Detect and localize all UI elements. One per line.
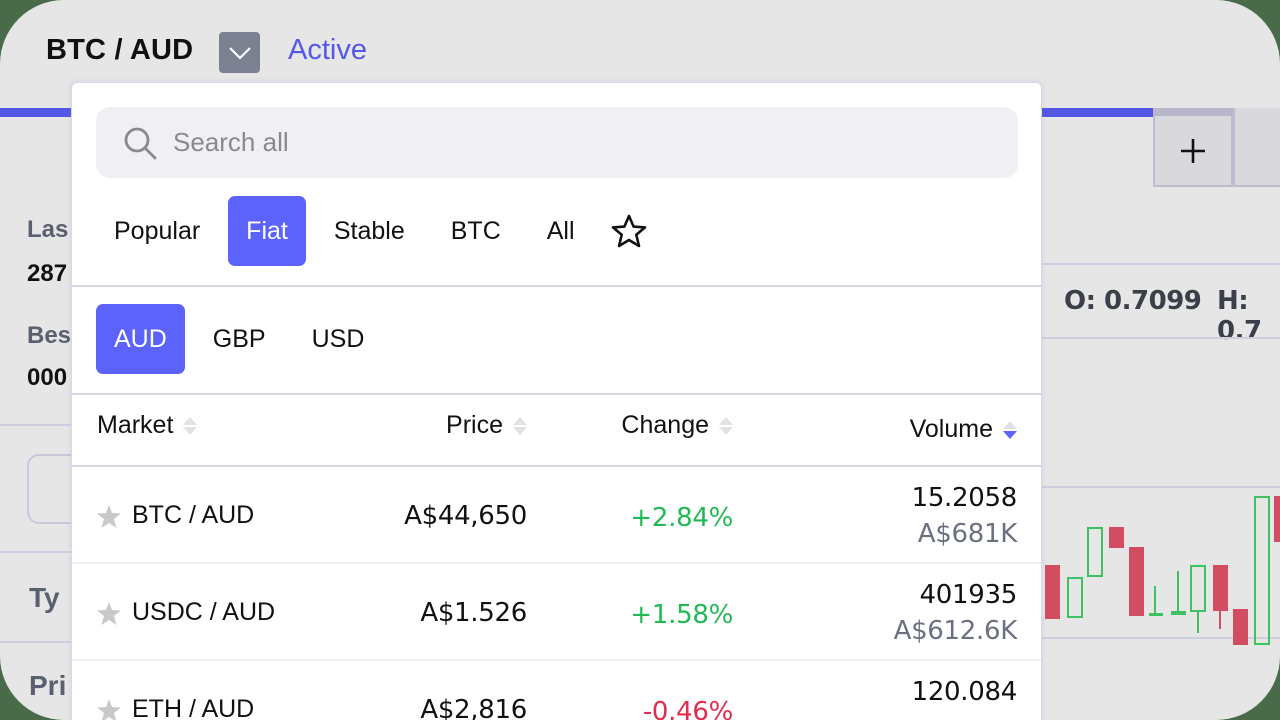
- sort-icon: [183, 416, 198, 435]
- category-tabs: Popular Fiat Stable BTC All: [96, 196, 647, 266]
- table-row[interactable]: BTC / AUD A$44,650 +2.84% 15.2058 A$681K: [72, 467, 1041, 564]
- chart-gridline: [1042, 637, 1280, 639]
- tab-stable[interactable]: Stable: [333, 216, 405, 245]
- fiat-currency-tabs: AUD GBP USD: [96, 304, 392, 374]
- add-tab-button[interactable]: [1153, 116, 1233, 187]
- market-status: Active: [288, 34, 367, 66]
- divider: [72, 285, 1041, 287]
- market-name: ETH / AUD: [132, 695, 255, 720]
- order-type-label: Ty: [29, 582, 60, 613]
- column-header-market[interactable]: Market: [97, 411, 198, 440]
- tab-usd[interactable]: USD: [311, 324, 365, 353]
- order-price-label: Pri: [29, 670, 67, 701]
- market-price: A$1.526: [420, 598, 527, 628]
- plus-icon: [1181, 138, 1205, 163]
- candlestick-chart[interactable]: [1042, 486, 1280, 666]
- market-name: USDC / AUD: [132, 598, 276, 626]
- pair-title: BTC / AUD: [46, 34, 194, 66]
- divider: [72, 393, 1041, 395]
- tab-indicator-inactive: [1153, 108, 1233, 117]
- next-tab[interactable]: [1233, 108, 1280, 187]
- column-label: Volume: [909, 415, 993, 443]
- favorite-star-icon[interactable]: [97, 505, 121, 528]
- market-volume: 15.2058: [911, 483, 1018, 513]
- ohlc-high: H: 0.7: [1217, 286, 1262, 346]
- search-icon: [124, 127, 157, 159]
- last-price-value: 287: [27, 260, 68, 287]
- ohlc-open: O: 0.7099: [1064, 286, 1202, 316]
- market-volume-value: A$612.6K: [893, 616, 1018, 646]
- market-volume: 401935: [919, 580, 1018, 610]
- divider: [0, 641, 80, 643]
- tab-gbp[interactable]: GBP: [212, 324, 266, 353]
- column-label: Market: [97, 411, 174, 439]
- market-name: BTC / AUD: [132, 501, 255, 529]
- market-price: A$2,816: [420, 695, 527, 720]
- column-header-price[interactable]: Price: [446, 411, 527, 440]
- chevron-down-icon: [228, 46, 251, 60]
- search-input[interactable]: Search all: [96, 107, 1018, 178]
- search-placeholder: Search all: [173, 127, 289, 157]
- row-divider: [72, 562, 1041, 564]
- market-volume-value: A$681K: [917, 519, 1018, 549]
- column-header-change[interactable]: Change: [621, 411, 733, 440]
- chart-gridline: [1042, 486, 1280, 488]
- market-price: A$44,650: [404, 501, 527, 531]
- column-label: Change: [621, 411, 709, 439]
- favorite-star-icon[interactable]: [97, 699, 121, 720]
- chart-divider: [1042, 337, 1280, 339]
- sort-icon: [513, 416, 527, 435]
- table-row[interactable]: ETH / AUD A$2,816 -0.46% 120.084: [72, 661, 1041, 720]
- tab-btc[interactable]: BTC: [450, 216, 501, 245]
- market-volume: 120.084: [911, 677, 1018, 707]
- market-change: +2.84%: [630, 503, 733, 533]
- divider: [72, 465, 1041, 467]
- favorite-star-icon[interactable]: [97, 602, 121, 625]
- pair-selector-toggle[interactable]: [219, 32, 260, 73]
- market-change: -0.46%: [642, 697, 733, 720]
- tab-favorites[interactable]: [611, 214, 647, 248]
- tab-aud[interactable]: AUD: [96, 304, 185, 374]
- sort-desc-icon: [1003, 420, 1017, 439]
- row-divider: [72, 659, 1041, 661]
- star-outline-icon: [611, 214, 646, 248]
- tab-fiat[interactable]: Fiat: [228, 196, 306, 266]
- last-price-label: Las: [27, 216, 69, 243]
- market-selector-dropdown: Search all Popular Fiat Stable BTC All A…: [71, 82, 1042, 720]
- chart-divider: [1042, 263, 1280, 265]
- best-price-label: Bes: [27, 322, 72, 349]
- table-row[interactable]: USDC / AUD A$1.526 +1.58% 401935 A$612.6…: [72, 564, 1041, 661]
- column-label: Price: [446, 411, 503, 439]
- tab-popular[interactable]: Popular: [114, 216, 201, 245]
- divider: [0, 424, 80, 426]
- market-change: +1.58%: [630, 600, 733, 630]
- best-price-value: 000: [27, 364, 68, 391]
- tab-all[interactable]: All: [546, 216, 575, 245]
- divider: [0, 551, 80, 553]
- column-header-volume[interactable]: Volume: [910, 415, 1017, 444]
- sort-icon: [719, 416, 733, 435]
